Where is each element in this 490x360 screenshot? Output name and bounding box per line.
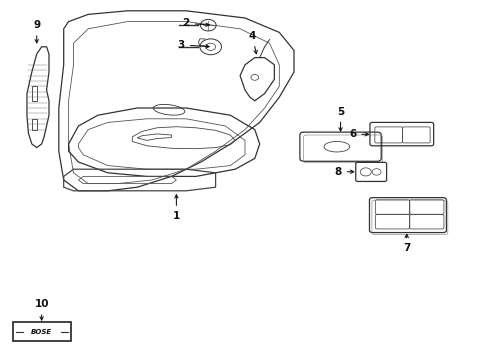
- Text: 1: 1: [173, 195, 180, 221]
- Text: BOSE: BOSE: [31, 329, 52, 334]
- Text: 8: 8: [335, 167, 354, 177]
- Text: 10: 10: [34, 299, 49, 320]
- Text: 5: 5: [337, 107, 344, 131]
- FancyBboxPatch shape: [13, 322, 71, 341]
- Text: 6: 6: [349, 129, 368, 139]
- Text: 9: 9: [33, 20, 40, 43]
- Text: 7: 7: [403, 234, 411, 253]
- Text: 3: 3: [178, 40, 209, 50]
- Text: 4: 4: [248, 31, 257, 54]
- Text: 2: 2: [183, 18, 209, 28]
